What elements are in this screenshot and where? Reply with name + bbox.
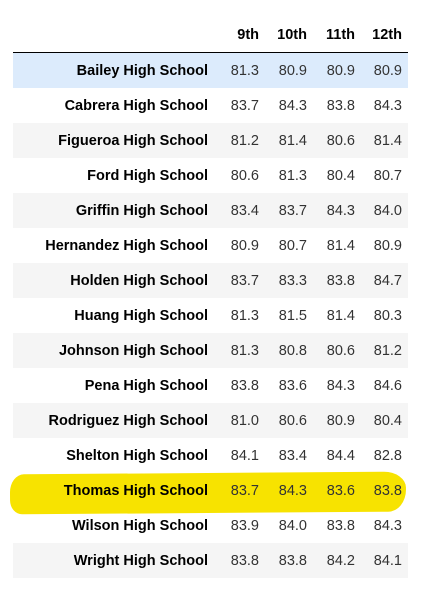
cell-12th: 84.3: [373, 97, 402, 114]
table-row-huang[interactable]: Huang High School 81.3 81.5 81.4 80.3: [13, 298, 408, 333]
cell-9th: 84.1: [230, 447, 259, 464]
cell-11th: 83.8: [326, 517, 355, 534]
cell-9th: 81.3: [230, 342, 259, 359]
cell-12th: 80.9: [373, 237, 402, 254]
cell-11th: 81.4: [326, 307, 355, 324]
table-row-figueroa[interactable]: Figueroa High School 81.2 81.4 80.6 81.4: [13, 123, 408, 158]
cell-10th: 80.8: [278, 342, 307, 359]
cell-9th: 81.3: [230, 62, 259, 79]
cell-10th: 83.7: [278, 202, 307, 219]
cell-11th: 84.4: [326, 447, 355, 464]
cell-12th: 81.4: [373, 132, 402, 149]
table-row-thomas-highlighted[interactable]: Thomas High School 83.7 84.3 83.6 83.8: [13, 473, 408, 508]
cell-9th: 83.8: [230, 377, 259, 394]
cell-9th: 81.3: [230, 307, 259, 324]
cell-9th: 83.8: [230, 552, 259, 569]
cell-11th: 83.8: [326, 272, 355, 289]
table-header-row: 9th 10th 11th 12th: [13, 17, 408, 53]
cell-10th: 83.6: [278, 377, 307, 394]
column-header-12th: 12th: [355, 17, 408, 53]
table-row-hernandez[interactable]: Hernandez High School 80.9 80.7 81.4 80.…: [13, 228, 408, 263]
cell-12th: 83.8: [373, 482, 402, 499]
cell-11th: 84.3: [326, 202, 355, 219]
cell-9th: 80.9: [230, 237, 259, 254]
cell-11th: 83.6: [326, 482, 355, 499]
row-label: Johnson High School: [58, 342, 208, 359]
row-label: Pena High School: [84, 377, 208, 394]
row-label: Ford High School: [87, 167, 208, 184]
cell-10th: 80.6: [278, 412, 307, 429]
cell-9th: 83.9: [230, 517, 259, 534]
table-row-wilson[interactable]: Wilson High School 83.9 84.0 83.8 84.3: [13, 508, 408, 543]
cell-12th: 84.6: [373, 377, 402, 394]
row-label: Cabrera High School: [64, 97, 208, 114]
cell-11th: 80.9: [326, 62, 355, 79]
cell-9th: 83.7: [230, 97, 259, 114]
cell-10th: 81.5: [278, 307, 307, 324]
row-label: Thomas High School: [63, 482, 208, 499]
cell-11th: 83.8: [326, 97, 355, 114]
table-row-bailey[interactable]: Bailey High School 81.3 80.9 80.9 80.9: [13, 52, 408, 88]
cell-12th: 80.4: [373, 412, 402, 429]
table-row-wright[interactable]: Wright High School 83.8 83.8 84.2 84.1: [13, 543, 408, 578]
cell-11th: 84.3: [326, 377, 355, 394]
cell-12th: 84.3: [373, 517, 402, 534]
cell-12th: 80.7: [373, 167, 402, 184]
table-row-pena[interactable]: Pena High School 83.8 83.6 84.3 84.6: [13, 368, 408, 403]
cell-10th: 83.4: [278, 447, 307, 464]
cell-11th: 84.2: [326, 552, 355, 569]
cell-10th: 84.3: [278, 482, 307, 499]
cell-11th: 80.4: [326, 167, 355, 184]
cell-9th: 83.7: [230, 272, 259, 289]
cell-9th: 81.0: [230, 412, 259, 429]
cell-11th: 80.9: [326, 412, 355, 429]
cell-10th: 84.3: [278, 97, 307, 114]
cell-12th: 80.9: [373, 62, 402, 79]
cell-10th: 84.0: [278, 517, 307, 534]
cell-10th: 81.4: [278, 132, 307, 149]
row-label: Bailey High School: [76, 62, 208, 79]
cell-10th: 81.3: [278, 167, 307, 184]
table-row-shelton[interactable]: Shelton High School 84.1 83.4 84.4 82.8: [13, 438, 408, 473]
cell-12th: 84.1: [373, 552, 402, 569]
row-label: Shelton High School: [66, 447, 208, 464]
scores-by-grade-table: 9th 10th 11th 12th Bailey High School 81…: [13, 17, 408, 578]
cell-12th: 82.8: [373, 447, 402, 464]
row-label: Wilson High School: [71, 517, 208, 534]
row-label: Rodriguez High School: [48, 412, 209, 429]
row-label: Griffin High School: [75, 202, 208, 219]
cell-10th: 80.9: [278, 62, 307, 79]
table-row-holden[interactable]: Holden High School 83.7 83.3 83.8 84.7: [13, 263, 408, 298]
cell-9th: 80.6: [230, 167, 259, 184]
row-label: Huang High School: [74, 307, 208, 324]
cell-12th: 84.7: [373, 272, 402, 289]
cell-12th: 80.3: [373, 307, 402, 324]
column-header-10th: 10th: [259, 17, 307, 53]
column-header-9th: 9th: [211, 17, 259, 53]
row-label: Figueroa High School: [58, 132, 208, 149]
table-row-rodriguez[interactable]: Rodriguez High School 81.0 80.6 80.9 80.…: [13, 403, 408, 438]
cell-10th: 83.8: [278, 552, 307, 569]
cell-12th: 84.0: [373, 202, 402, 219]
cell-10th: 80.7: [278, 237, 307, 254]
cell-12th: 81.2: [373, 342, 402, 359]
row-label: Wright High School: [73, 552, 208, 569]
table-row-johnson[interactable]: Johnson High School 81.3 80.8 80.6 81.2: [13, 333, 408, 368]
cell-9th: 83.4: [230, 202, 259, 219]
table-row-ford[interactable]: Ford High School 80.6 81.3 80.4 80.7: [13, 158, 408, 193]
cell-11th: 80.6: [326, 342, 355, 359]
index-header-blank: [13, 17, 211, 53]
cell-11th: 80.6: [326, 132, 355, 149]
column-header-11th: 11th: [307, 17, 355, 53]
cell-9th: 81.2: [230, 132, 259, 149]
row-label: Hernandez High School: [45, 237, 208, 254]
row-label: Holden High School: [70, 272, 208, 289]
cell-10th: 83.3: [278, 272, 307, 289]
cell-11th: 81.4: [326, 237, 355, 254]
table-row-cabrera[interactable]: Cabrera High School 83.7 84.3 83.8 84.3: [13, 88, 408, 123]
table-row-griffin[interactable]: Griffin High School 83.4 83.7 84.3 84.0: [13, 193, 408, 228]
cell-9th: 83.7: [230, 482, 259, 499]
